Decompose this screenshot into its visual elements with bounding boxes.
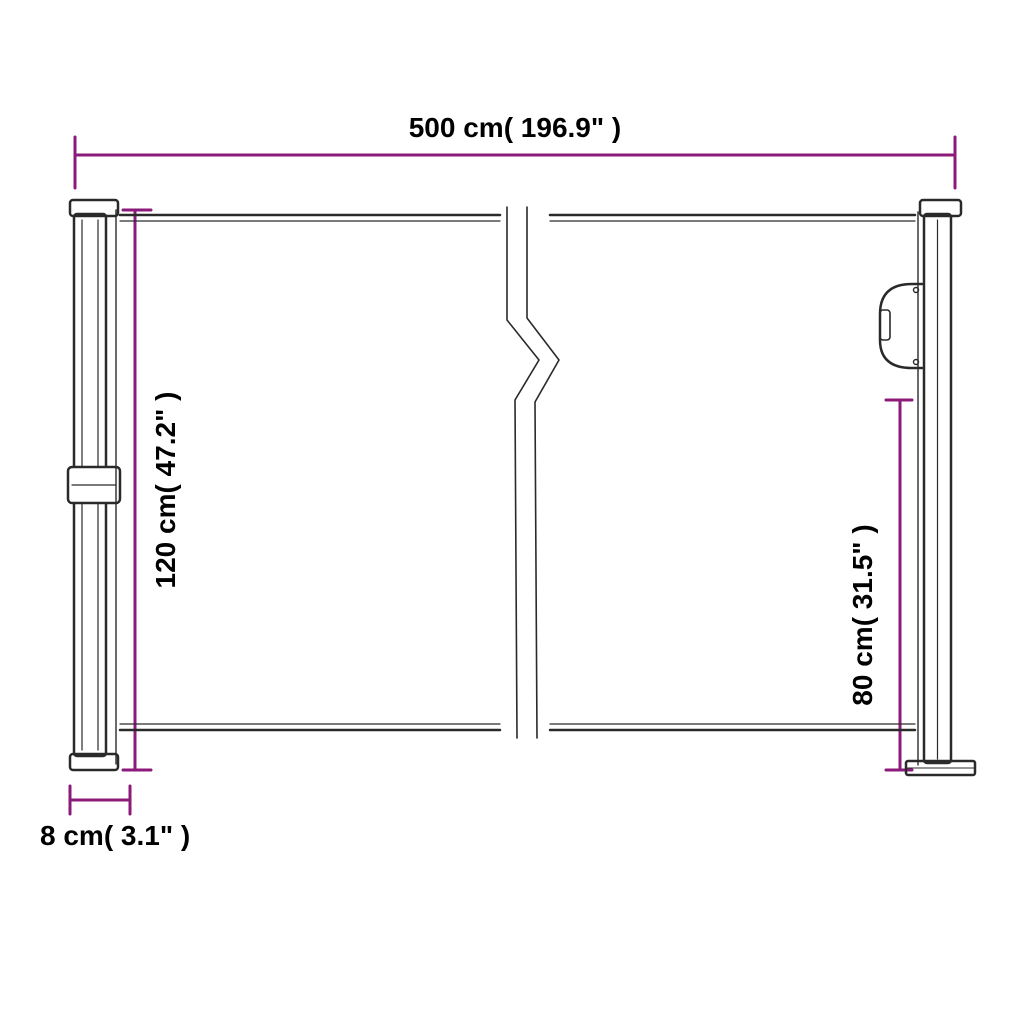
height-label: 120 cm( 47.2" ) — [150, 392, 181, 589]
dimension-diagram: 500 cm( 196.9" ) 120 cm( 47.2" ) 80 cm( 31… — [0, 0, 1024, 1024]
right-height-label: 80 cm( 31.5" ) — [847, 524, 878, 705]
depth-label: 8 cm( 3.1" ) — [40, 820, 190, 851]
width-label: 500 cm( 196.9" ) — [409, 112, 622, 143]
